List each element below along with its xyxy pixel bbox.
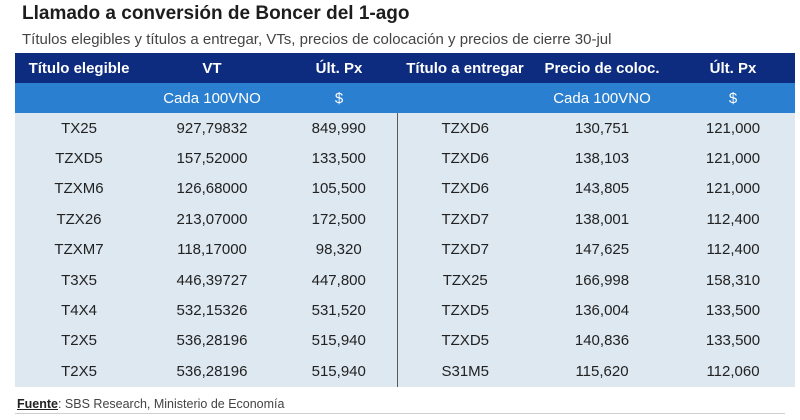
table-cell: 121,000 (671, 143, 795, 174)
header-titulo-elegible: Título elegible (15, 53, 143, 83)
table-cell: 157,52000 (143, 143, 281, 174)
page-subtitle: Títulos elegibles y títulos a entregar, … (22, 31, 612, 48)
table-cell: 515,940 (281, 356, 398, 387)
table-cell: 121,000 (671, 173, 795, 205)
table-cell: 143,805 (533, 173, 671, 205)
table-row: TZXD5 157,52000 133,500 TZXD6 138,103 121,000 (15, 143, 795, 174)
table-cell: T3X5 (15, 264, 143, 296)
header-ult-px-left: Últ. Px (281, 53, 397, 83)
table-cell: TZXD6 (397, 173, 533, 205)
bottom-divider (15, 413, 785, 414)
table-cell: 121,000 (671, 113, 795, 144)
table-cell: 172,500 (281, 204, 398, 235)
table-body: TX25 927,79832 849,990 TZXD6 130,751 121,000 T… (15, 113, 795, 387)
table-cell: 213,07000 (143, 204, 281, 235)
table-cell: 112,400 (671, 204, 795, 235)
table-cell: 158,310 (671, 264, 795, 296)
table-cell: TZXD7 (397, 204, 533, 235)
page-title: Llamado a conversión de Boncer del 1-ago (22, 3, 410, 24)
table-cell: S31M5 (397, 356, 533, 387)
subheader-row: Cada 100VNO $ Cada 100VNO $ (15, 83, 795, 113)
table-cell: 138,001 (533, 204, 671, 235)
table-cell: 136,004 (533, 295, 671, 326)
table-row: T2X5 536,28196 515,940 S31M5 115,620 112,060 (15, 356, 795, 387)
table-cell: 536,28196 (143, 356, 281, 387)
source-text: : SBS Research, Ministerio de Economía (57, 397, 285, 411)
table-cell: 140,836 (533, 325, 671, 357)
header-precio-coloc: Precio de coloc. (533, 53, 671, 83)
table-cell: 118,17000 (143, 234, 281, 265)
table-cell: TZXD7 (397, 234, 533, 265)
header-titulo-a-entregar: Título a entregar (397, 53, 533, 83)
table-cell: 133,500 (671, 295, 795, 326)
table-cell: TZXM7 (15, 234, 143, 265)
subheader-cell: $ (671, 83, 795, 113)
table-row: T4X4 532,15326 531,520 TZXD5 136,004 133,500 (15, 295, 795, 326)
source-note: Fuente: SBS Research, Ministerio de Econ… (17, 397, 284, 411)
table-cell: TZXD5 (397, 295, 533, 326)
header-row: Título elegible VT Últ. Px Título a entr… (15, 53, 795, 83)
table-row: T3X5 446,39727 447,800 TZX25 166,998 158,310 (15, 264, 795, 296)
table-cell: TZXD5 (397, 325, 533, 357)
table-cell: 98,320 (281, 234, 398, 265)
conversion-table: Título elegible VT Últ. Px Título a entr… (15, 53, 795, 387)
table-cell: 446,39727 (143, 264, 281, 296)
table-cell: 133,500 (671, 325, 795, 357)
table-row: T2X5 536,28196 515,940 TZXD5 140,836 133,500 (15, 325, 795, 357)
table-cell: 849,990 (281, 113, 398, 144)
table-cell: 147,625 (533, 234, 671, 265)
table-row: TX25 927,79832 849,990 TZXD6 130,751 121,000 (15, 113, 795, 144)
subheader-cell (15, 83, 143, 113)
table-cell: 138,103 (533, 143, 671, 174)
table-cell: 133,500 (281, 143, 398, 174)
table-cell: 115,620 (533, 356, 671, 387)
header-vt: VT (143, 53, 281, 83)
header-ult-px-right: Últ. Px (671, 53, 795, 83)
table-cell: 927,79832 (143, 113, 281, 144)
table-cell: TZXD5 (15, 143, 143, 174)
table-cell: 515,940 (281, 325, 398, 357)
subheader-cell: $ (281, 83, 397, 113)
source-label: Fuente (17, 397, 58, 411)
table-row: TZXM6 126,68000 105,500 TZXD6 143,805 121,000 (15, 173, 795, 205)
table-cell: TZXM6 (15, 173, 143, 205)
table-cell: TZX25 (397, 264, 533, 296)
table-cell: TZXD6 (397, 113, 533, 144)
table-cell: 532,15326 (143, 295, 281, 326)
table-row: TZXM7 118,17000 98,320 TZXD7 147,625 112,400 (15, 234, 795, 265)
table-cell: T2X5 (15, 325, 143, 357)
table-cell: 105,500 (281, 173, 398, 205)
table-cell: 166,998 (533, 264, 671, 296)
table-cell: 130,751 (533, 113, 671, 144)
table-cell: 112,060 (671, 356, 795, 387)
table-cell: TZX26 (15, 204, 143, 235)
table-cell: T2X5 (15, 356, 143, 387)
table-row: TZX26 213,07000 172,500 TZXD7 138,001 112,400 (15, 204, 795, 235)
table-cell: 447,800 (281, 264, 398, 296)
conversion-table-container: Título elegible VT Últ. Px Título a entr… (15, 53, 795, 387)
table-cell: TZXD6 (397, 143, 533, 174)
table-cell: 126,68000 (143, 173, 281, 205)
subheader-cell: Cada 100VNO (143, 83, 281, 113)
table-cell: 531,520 (281, 295, 398, 326)
subheader-cell (397, 83, 533, 113)
table-cell: 536,28196 (143, 325, 281, 357)
table-cell: 112,400 (671, 234, 795, 265)
table-cell: T4X4 (15, 295, 143, 326)
table-cell: TX25 (15, 113, 143, 144)
subheader-cell: Cada 100VNO (533, 83, 671, 113)
